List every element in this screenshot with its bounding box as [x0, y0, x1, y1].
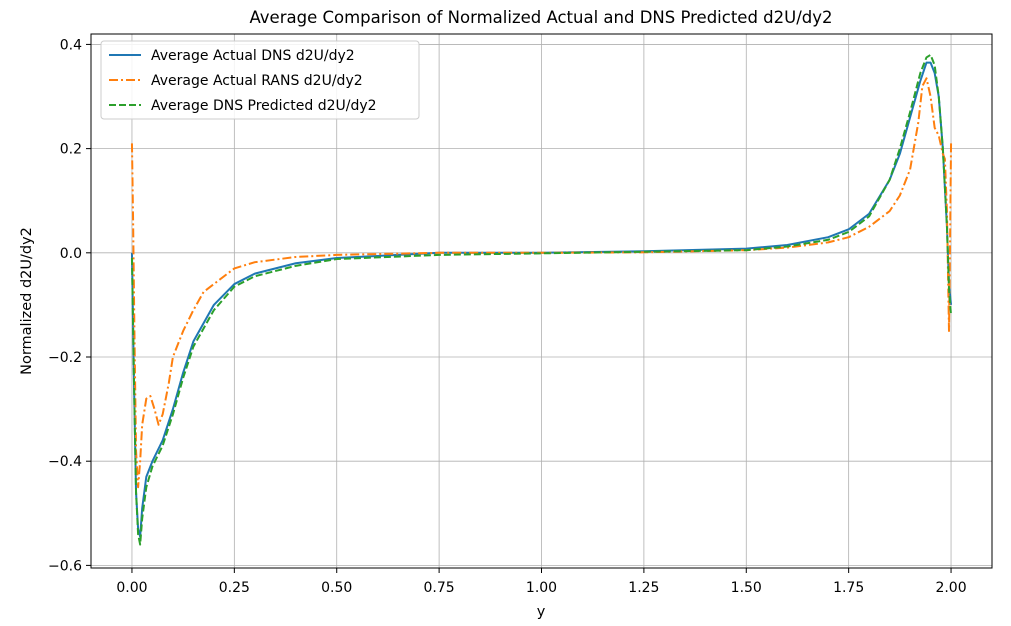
- legend-label: Average Actual RANS d2U/dy2: [151, 73, 363, 89]
- x-axis: 0.00 0.25 0.50 0.75 1.00 1.25 1.50 1.75 2.00: [116, 568, 967, 596]
- series-lines: [130, 53, 953, 546]
- legend: Average Actual DNS d2U/dy2 Average Actual…: [100, 40, 420, 120]
- y-axis: −0.6 −0.4 −0.2 0.0 0.2 0.4: [48, 37, 91, 574]
- y-tick-label: 0.2: [60, 142, 82, 158]
- x-tick-label: 1.00: [526, 580, 557, 596]
- grid: [91, 34, 992, 568]
- series-line-3: [130, 53, 953, 546]
- x-tick-label: 0.00: [116, 580, 147, 596]
- legend-label: Average DNS Predicted d2U/dy2: [151, 98, 377, 114]
- chart-title: Average Comparison of Normalized Actual …: [249, 8, 832, 27]
- x-axis-label: y: [537, 604, 546, 620]
- y-tick-label: −0.2: [48, 350, 82, 366]
- y-tick-label: −0.6: [48, 558, 82, 574]
- x-tick-label: 1.25: [628, 580, 659, 596]
- y-tick-label: 0.0: [60, 246, 82, 262]
- y-tick-label: 0.4: [60, 37, 82, 53]
- x-tick-label: 0.50: [321, 580, 352, 596]
- y-axis-label: Normalized d2U/dy2: [19, 227, 35, 375]
- y-tick-label: −0.4: [48, 454, 82, 470]
- x-tick-label: 0.25: [219, 580, 250, 596]
- x-tick-label: 0.75: [424, 580, 455, 596]
- x-tick-label: 2.00: [935, 580, 966, 596]
- x-tick-label: 1.75: [833, 580, 864, 596]
- legend-box: [100, 40, 420, 120]
- legend-label: Average Actual DNS d2U/dy2: [151, 48, 355, 64]
- x-tick-label: 1.50: [731, 580, 762, 596]
- series-line-2: [130, 77, 953, 489]
